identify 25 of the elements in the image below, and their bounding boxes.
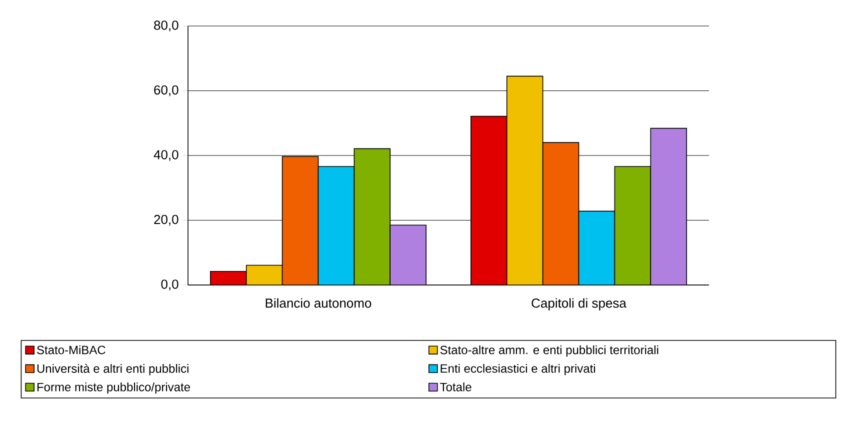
y-tick-label: 0,0 (161, 280, 178, 290)
y-tick-label: 60,0 (154, 85, 178, 96)
bar (282, 156, 318, 285)
legend-label: Totale (440, 382, 472, 392)
y-tick-label: 80,0 (154, 20, 178, 32)
bar (318, 166, 354, 285)
legend-label: Stato-altre amm. e enti pubblici territoriali (440, 345, 658, 357)
bar (578, 210, 616, 285)
bar (246, 265, 282, 285)
bar (390, 225, 426, 285)
bar (210, 271, 246, 285)
bar (614, 166, 652, 285)
legend-label: Università e altri enti pubblici (37, 364, 188, 376)
legend-label: Stato-MiBAC (37, 345, 106, 354)
legend-label: Forme miste pubblico/private (37, 382, 190, 394)
x-tick-label: Capitoli di spesa (532, 298, 626, 310)
y-tick-label: 40,0 (154, 150, 178, 161)
bar (542, 142, 580, 285)
bar (650, 128, 687, 285)
x-tick-label: Bilancio autonomo (266, 298, 372, 308)
bar (470, 116, 508, 285)
legend-label: Enti ecclesiastici e altri privati (440, 364, 595, 376)
bar (506, 76, 544, 285)
y-tick-label: 20,0 (154, 214, 178, 226)
bar (354, 148, 390, 285)
